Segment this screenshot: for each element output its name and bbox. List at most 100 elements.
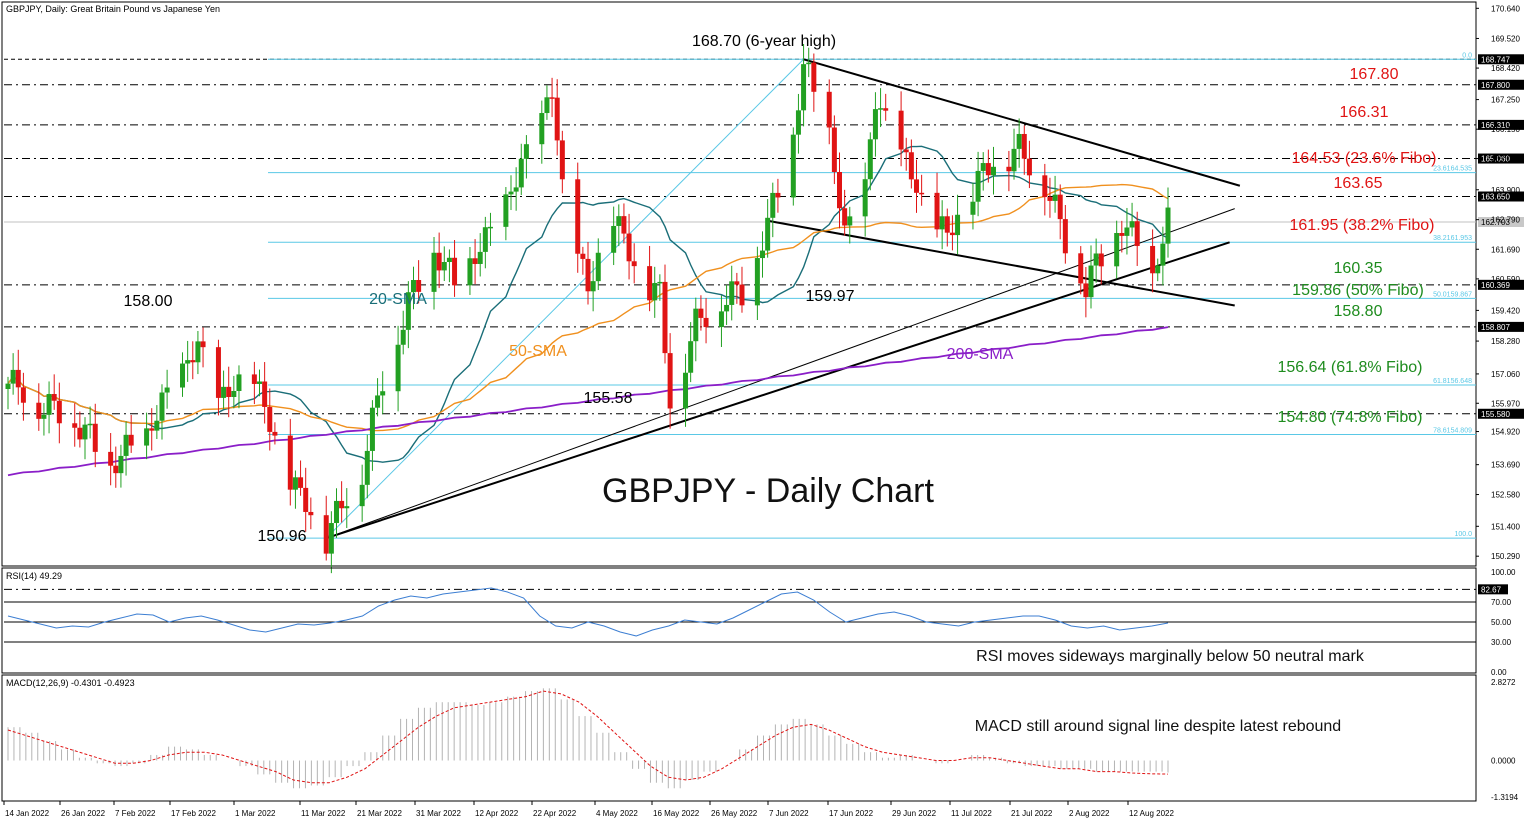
rsi-note: RSI moves sideways marginally below 50 n… [976,648,1365,665]
candle-body [1078,253,1084,284]
macd-note: MACD still around signal line despite la… [975,718,1341,735]
candle-body [872,109,878,140]
candle-body [441,262,447,271]
price-level-tag-bg [1478,279,1524,290]
candle [934,172,940,238]
candle-body [683,372,689,409]
candle [446,249,452,283]
candle-body [754,258,760,306]
symbol-title: GBPJPY, Daily: Great Britain Pound vs Ja… [6,4,220,14]
price-axis-label: 158.280 [1491,337,1520,346]
candle-body [837,171,843,209]
fibo-level-label: 50.0159.867 [1433,291,1472,298]
candle [1160,226,1166,286]
rsi-level-tag-bg [1478,584,1508,595]
price-level-tag-text: 166.310 [1481,121,1510,130]
candle [575,162,581,273]
candle [872,92,878,157]
candle-body [431,252,437,292]
candle-body [775,192,781,198]
price-axis-label: 169.520 [1491,34,1520,43]
candle [883,93,889,121]
price-level-tag: 166.310 [1478,119,1524,130]
candle-body [46,394,52,415]
candle-body [585,258,591,292]
candle [1057,184,1063,240]
candle [108,433,114,486]
candle [1165,187,1171,258]
candle-body [831,127,837,172]
candle [1119,220,1125,253]
candle-body [580,253,586,259]
candle [441,246,447,282]
candle [303,467,309,532]
candle [990,146,996,195]
candle-body [842,208,848,226]
price-level-tag-text: 160.369 [1481,281,1510,290]
candle-body [693,308,699,342]
candle [831,115,837,185]
candle-body [482,227,488,252]
rsi-axis-label: 50.00 [1491,618,1512,627]
price-level-tag-bg [1478,408,1524,419]
candle [431,236,437,310]
price-level-tag-text: 163.650 [1481,193,1510,202]
candle [703,298,709,344]
candle-body [154,420,160,431]
price-level-tag: 165.060 [1478,153,1524,164]
candle-body [1052,194,1058,201]
candle-body [339,500,345,509]
candle [734,272,740,304]
candle [395,325,401,412]
candle-body [333,500,339,524]
price-level-tag-bg [1478,216,1524,227]
fibo-level-label: 61.8156.648 [1433,378,1472,385]
candle [878,88,884,128]
candle [5,376,11,410]
candle-body [703,317,709,328]
trend-lines [325,58,1241,540]
candle-body [662,281,668,354]
candle-body [626,233,632,262]
fibo-level-label: 23.6164.535 [1433,166,1472,173]
candle [298,460,304,496]
candle-body [523,144,529,159]
candle-body [257,381,263,384]
candle [364,434,370,499]
macd-series [7,688,1169,789]
candle-body [308,511,314,516]
price-axis-label: 163.900 [1491,186,1520,195]
sma-200-line [7,326,1169,477]
candle [1042,163,1048,216]
price-axis-label: 152.580 [1491,491,1520,500]
candle-body [262,381,268,407]
candle [970,182,976,230]
price-level-tag-bg [1478,119,1524,130]
candle [765,199,771,258]
candle [939,200,945,250]
candle [118,444,124,488]
candle-body [144,428,150,446]
price-axis-label: 162.790 [1491,216,1520,225]
candle [544,85,550,120]
macd-signal-line [7,690,1169,784]
price-level-tag: 162.703 [1478,216,1524,227]
date-axis-label: 21 Jul 2022 [1011,809,1053,818]
price-annotation: 50-SMA [509,343,567,360]
candle-body [159,392,165,421]
candle-body [436,252,442,271]
candle [688,322,694,383]
candle [190,341,196,380]
candle-body [739,284,745,306]
candle-body [446,257,452,263]
candle [683,353,689,427]
candle [221,370,227,409]
date-axis-label: 26 May 2022 [711,809,758,818]
candle [477,233,483,277]
candle [775,178,781,213]
price-annotation: 154.80 (74.8% Fibo) [1278,409,1423,426]
candle-body [985,163,991,176]
candle-body [647,266,653,301]
candle [837,152,843,229]
